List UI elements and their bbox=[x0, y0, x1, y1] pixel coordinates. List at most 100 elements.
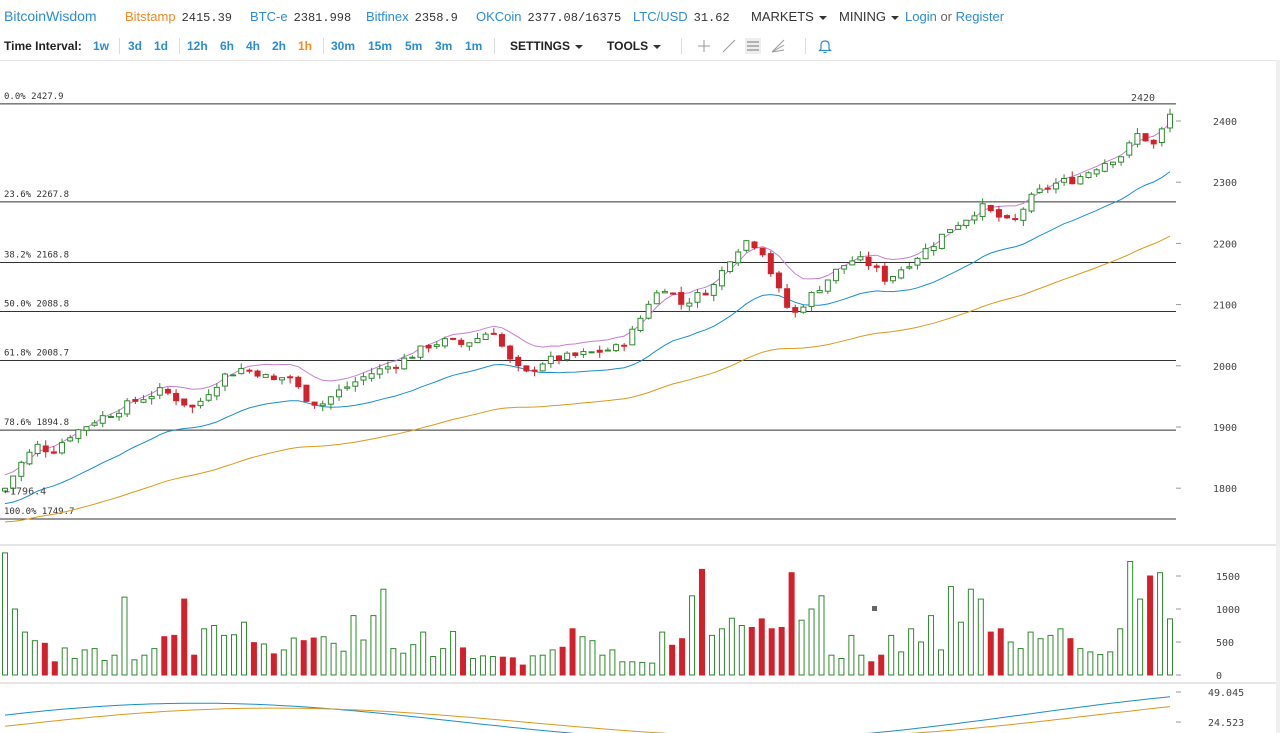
volume-bar bbox=[699, 568, 706, 676]
candle-body bbox=[523, 365, 530, 372]
candle-body bbox=[368, 373, 375, 379]
volume-bar bbox=[659, 631, 666, 676]
volume-bar bbox=[280, 649, 287, 676]
interval-3m[interactable]: 3m bbox=[435, 39, 453, 53]
volume-bar bbox=[111, 654, 118, 676]
candle-body bbox=[1052, 182, 1059, 190]
interval-6h[interactable]: 6h bbox=[220, 39, 235, 53]
indicator-line-slow bbox=[4, 706, 1171, 733]
price-tick-label: 2200 bbox=[1213, 239, 1237, 250]
volume-bar bbox=[1137, 598, 1144, 676]
tools-menu[interactable]: TOOLS bbox=[607, 39, 662, 53]
candle-body bbox=[401, 357, 408, 370]
interval-30m[interactable]: 30m bbox=[331, 39, 356, 53]
fan-lines-icon[interactable] bbox=[769, 37, 787, 55]
candle-body bbox=[881, 265, 888, 282]
candle-body bbox=[995, 209, 1002, 218]
markets-menu[interactable]: MARKETS bbox=[751, 9, 827, 24]
line-draw-icon[interactable] bbox=[720, 37, 738, 55]
low-marker: ←1796.4 bbox=[4, 486, 46, 497]
or-text: or bbox=[940, 9, 952, 24]
candle-body bbox=[1085, 172, 1092, 178]
interval-1d[interactable]: 1d bbox=[154, 39, 169, 53]
interval-12h[interactable]: 12h bbox=[187, 39, 208, 53]
candle-body bbox=[433, 344, 440, 347]
settings-menu[interactable]: SETTINGS bbox=[510, 39, 584, 53]
candle-body bbox=[1109, 161, 1116, 166]
volume-bar bbox=[400, 652, 407, 676]
register-link[interactable]: Register bbox=[955, 9, 1005, 24]
exchange-btce[interactable]: BTC-e 2381.998 bbox=[250, 9, 351, 25]
candle-body bbox=[270, 375, 277, 381]
candle-body bbox=[221, 373, 228, 387]
volume-bar bbox=[898, 651, 905, 676]
price-chart[interactable]: 0.0% 2427.9 23.6% 2267.8 38.2% 2168.8 50.0%… bbox=[0, 60, 1276, 733]
interval-4h[interactable]: 4h bbox=[246, 39, 261, 53]
volume-bar bbox=[808, 608, 815, 676]
candle-body bbox=[360, 376, 367, 381]
candle-body bbox=[75, 429, 82, 439]
candle-body bbox=[1142, 133, 1149, 142]
interval-1h[interactable]: 1h bbox=[298, 39, 313, 53]
interval-1w[interactable]: 1w bbox=[93, 39, 110, 53]
candle-body bbox=[922, 248, 929, 260]
interval-15m[interactable]: 15m bbox=[368, 39, 393, 53]
candle-body bbox=[963, 219, 970, 227]
exchange-name[interactable]: Bitstamp bbox=[125, 9, 176, 24]
login-link[interactable]: Login bbox=[905, 9, 937, 24]
volume-bar bbox=[250, 642, 257, 676]
exchange-name[interactable]: BTC-e bbox=[250, 9, 288, 24]
volume-tick-label: 1000 bbox=[1216, 605, 1240, 616]
volume-bar bbox=[320, 636, 327, 676]
volume-bar bbox=[828, 654, 835, 676]
fib-label: 50.0% 2088.8 bbox=[4, 299, 69, 309]
candle-body bbox=[393, 366, 400, 369]
divider bbox=[179, 38, 180, 54]
horizontal-lines-icon[interactable] bbox=[744, 37, 762, 55]
candle-body bbox=[425, 344, 432, 349]
brand-logo[interactable]: BitcoinWisdom bbox=[4, 8, 97, 24]
price-tick-label: 2100 bbox=[1213, 301, 1237, 312]
interval-1m[interactable]: 1m bbox=[465, 39, 483, 53]
crosshair-icon[interactable] bbox=[695, 37, 713, 55]
exchange-name[interactable]: Bitfinex bbox=[366, 9, 409, 24]
volume-bar bbox=[260, 643, 267, 676]
alert-bell-icon[interactable] bbox=[816, 37, 834, 55]
exchange-name[interactable]: OKCoin bbox=[476, 9, 522, 24]
volume-bar bbox=[1167, 618, 1173, 676]
candle-body bbox=[1069, 176, 1076, 185]
candle-body bbox=[384, 366, 391, 370]
time-interval-label: Time Interval: bbox=[4, 39, 82, 53]
volume-bar bbox=[669, 644, 676, 676]
candle-body bbox=[784, 288, 791, 308]
exchange-bitstamp[interactable]: Bitstamp 2415.39 bbox=[125, 9, 232, 25]
volume-bar bbox=[858, 654, 865, 676]
candle-body bbox=[507, 345, 514, 360]
volume-bar bbox=[440, 648, 447, 676]
candle-body bbox=[458, 339, 465, 345]
volume-bar bbox=[141, 654, 148, 676]
volume-bar bbox=[1117, 628, 1124, 676]
interval-3d[interactable]: 3d bbox=[128, 39, 143, 53]
vertical-scrollbar[interactable] bbox=[1276, 60, 1280, 733]
candle-body bbox=[295, 376, 302, 388]
exchange-ltcusd[interactable]: LTC/USD 31.62 bbox=[633, 9, 730, 25]
candle-body bbox=[792, 307, 799, 313]
volume-bar bbox=[31, 640, 38, 676]
volume-bar bbox=[360, 639, 367, 676]
upper-band-line bbox=[4, 123, 1171, 476]
exchange-name[interactable]: LTC/USD bbox=[633, 9, 688, 24]
candle-body bbox=[344, 386, 351, 389]
interval-2h[interactable]: 2h bbox=[272, 39, 287, 53]
interval-5m[interactable]: 5m bbox=[405, 39, 423, 53]
exchange-bitfinex[interactable]: Bitfinex 2358.9 bbox=[366, 9, 458, 25]
mining-menu[interactable]: MINING bbox=[839, 9, 899, 24]
volume-bar bbox=[221, 634, 228, 676]
candle-body bbox=[1126, 142, 1133, 156]
price-tick-label: 2400 bbox=[1213, 117, 1237, 128]
volume-bar bbox=[51, 661, 58, 676]
exchange-okcoin[interactable]: OKCoin 2377.08/16375 bbox=[476, 9, 621, 25]
volume-bar bbox=[231, 634, 238, 676]
volume-bar bbox=[649, 662, 656, 676]
candle-body bbox=[278, 377, 285, 381]
